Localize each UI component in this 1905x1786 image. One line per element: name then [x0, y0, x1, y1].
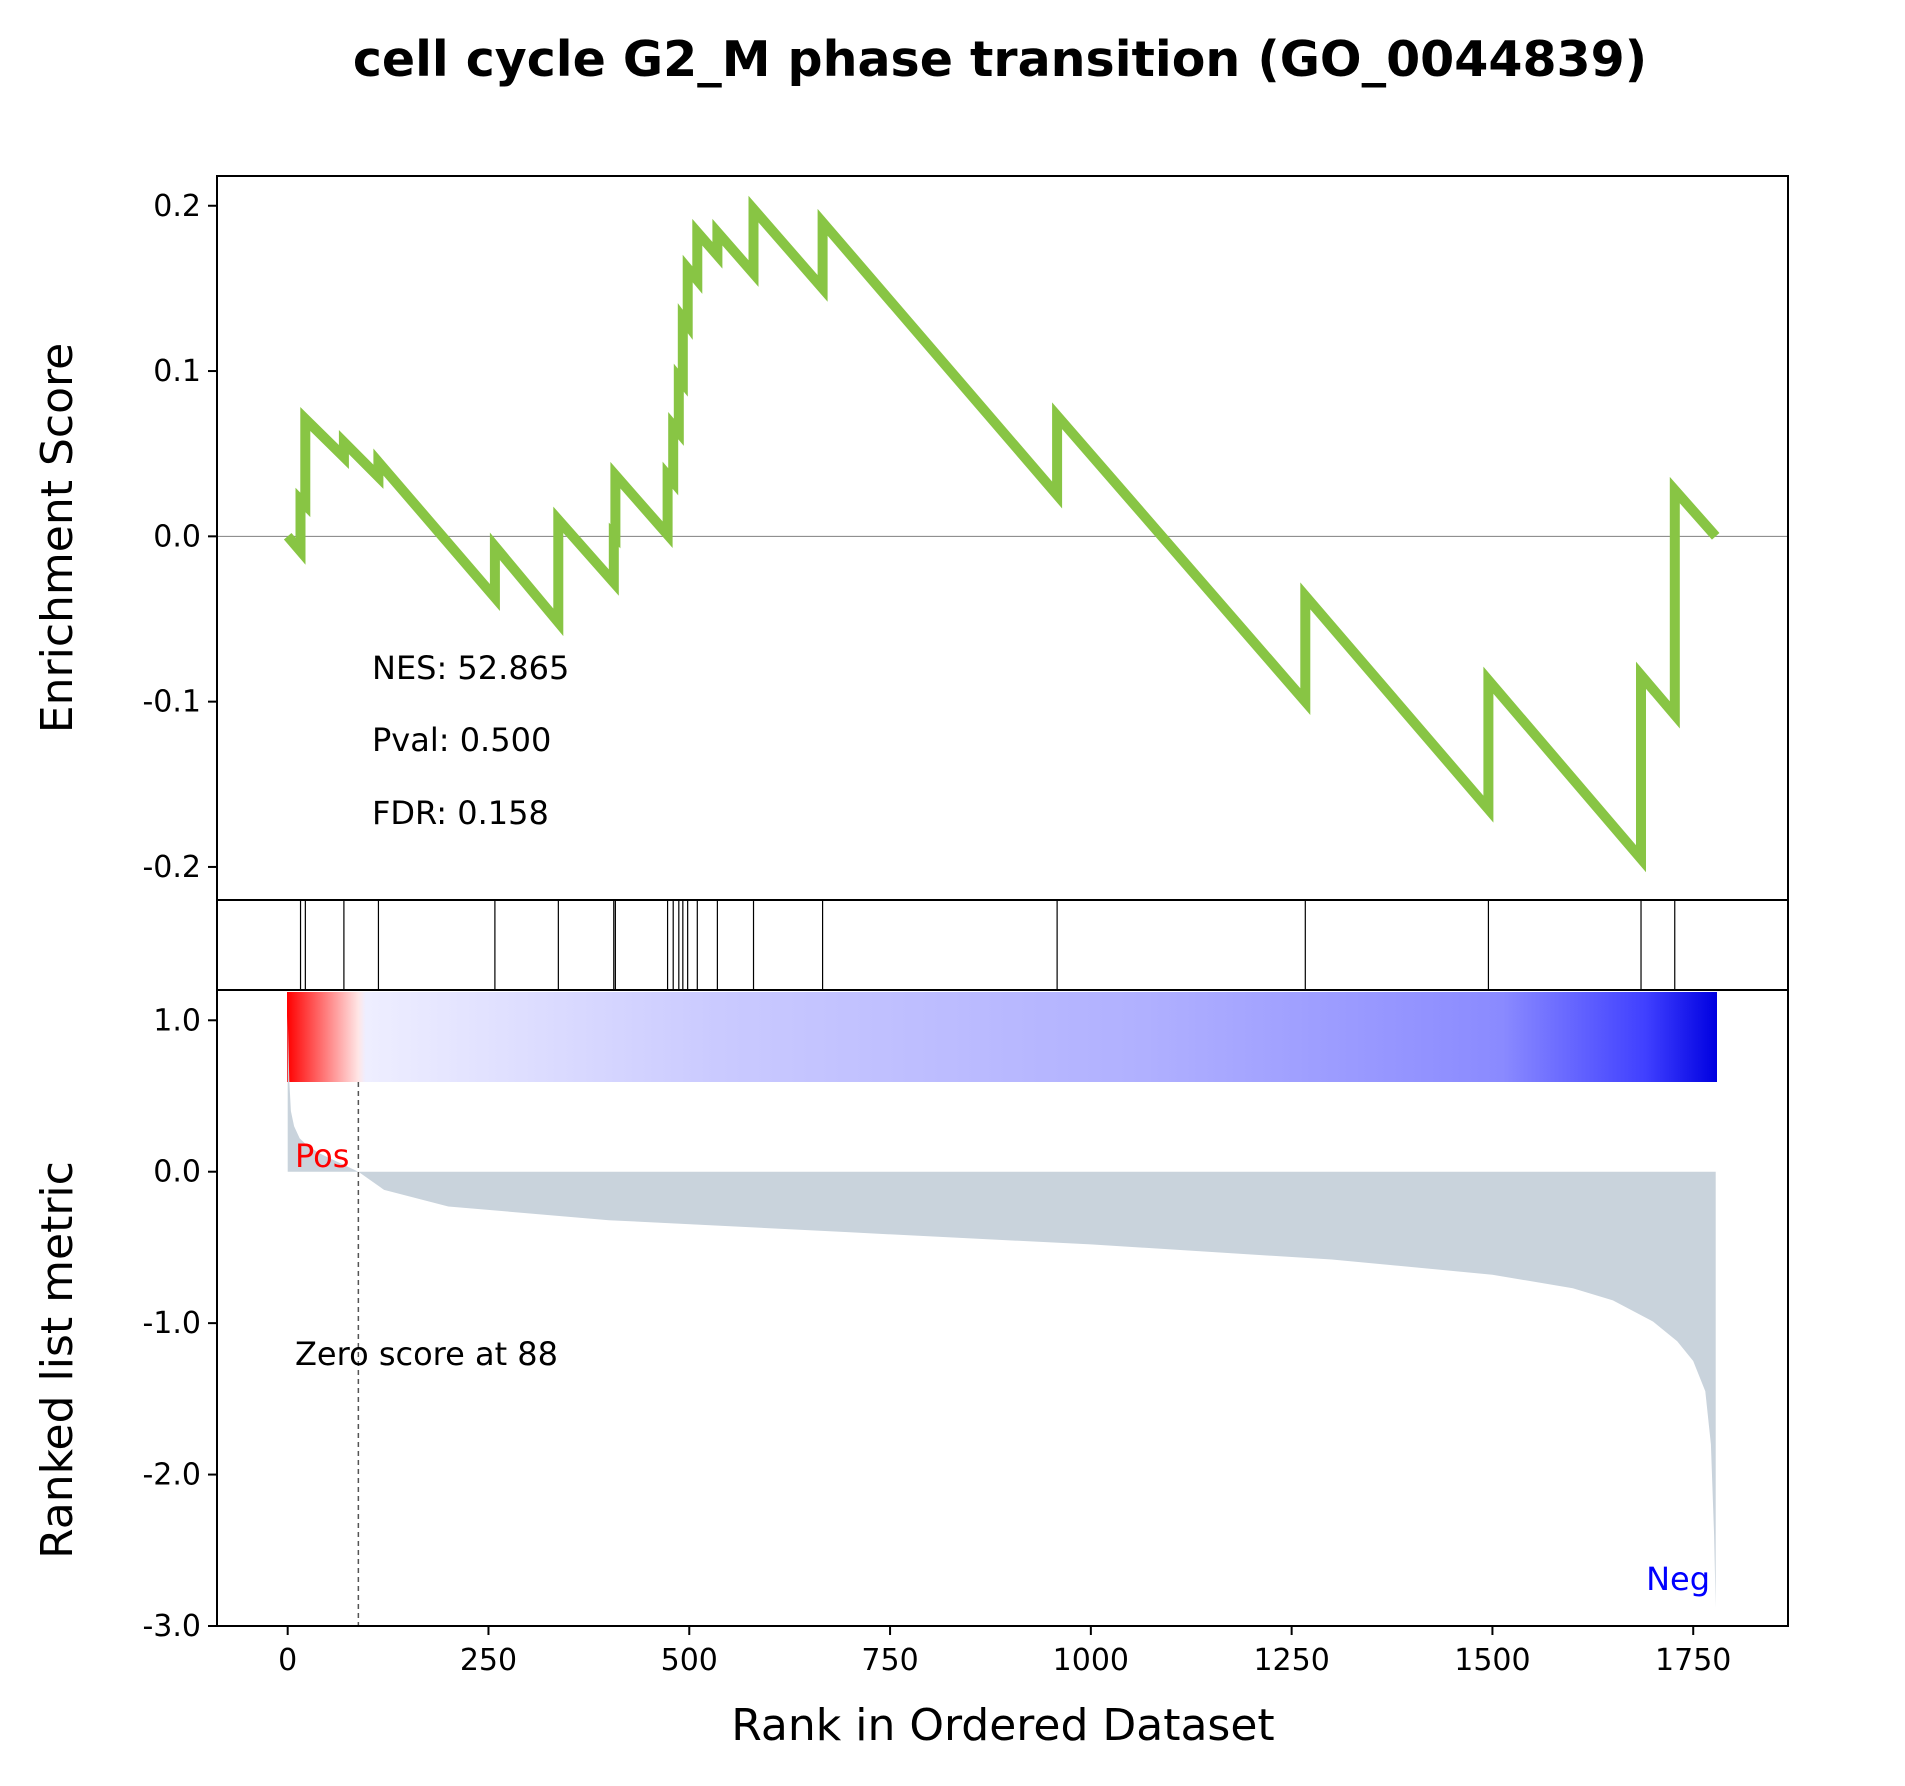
fdr-label: FDR: 0.158	[372, 794, 549, 832]
rank-y-tick-label: 0.0	[153, 1155, 201, 1190]
chart-title: cell cycle G2_M phase transition (GO_004…	[353, 31, 1647, 88]
rank-y-tick-label: -3.0	[142, 1609, 201, 1644]
hits-frame	[216, 899, 1789, 991]
es-y-tick-label: 0.2	[153, 189, 201, 224]
x-tick-label: 0	[278, 1643, 297, 1678]
nes-label: NES: 52.865	[372, 649, 569, 687]
rank-panel: Pos Neg Zero score at 88 -3.0 -2.0 -1.0 0.0…	[142, 989, 1789, 1678]
x-tick-label: 250	[460, 1643, 517, 1678]
pval-label: Pval: 0.500	[372, 721, 551, 759]
es-y-tick-label: -0.2	[142, 850, 201, 885]
ranked-metric-area	[287, 1015, 1716, 1608]
rank-y-axis-label: Ranked list metric	[32, 1161, 83, 1559]
rank-color-bar	[287, 992, 1717, 1082]
neg-label: Neg	[1646, 1560, 1710, 1598]
x-axis-label: Rank in Ordered Dataset	[731, 1700, 1274, 1751]
es-y-tick-label: 0.1	[153, 354, 201, 389]
x-ticks: 0 250 500 750 1000 1250 1500 1750	[278, 1626, 1731, 1678]
x-tick-label: 1250	[1253, 1643, 1329, 1678]
es-y-ticks: -0.2 -0.1 0.0 0.1 0.2	[142, 189, 217, 885]
es-y-tick-label: -0.1	[142, 685, 201, 720]
rank-frame	[216, 989, 1789, 1627]
es-running-line	[283, 195, 1720, 873]
rank-y-tick-label: 1.0	[153, 1003, 201, 1038]
zero-score-label: Zero score at 88	[295, 1335, 558, 1373]
es-panel: -0.2 -0.1 0.0 0.1 0.2 NES: 52.865 Pval: 0.50…	[142, 175, 1789, 901]
x-tick-label: 1500	[1454, 1643, 1530, 1678]
hit-markers	[299, 900, 1676, 990]
rank-y-tick-label: -2.0	[142, 1458, 201, 1493]
x-tick-label: 1000	[1053, 1643, 1129, 1678]
rank-y-tick-label: -1.0	[142, 1306, 201, 1341]
pos-label: Pos	[295, 1137, 349, 1175]
es-frame	[216, 175, 1789, 901]
rank-y-ticks: -3.0 -2.0 -1.0 0.0 1.0	[142, 1003, 217, 1644]
hits-panel	[216, 899, 1789, 991]
es-y-axis-label: Enrichment Score	[32, 343, 83, 733]
x-tick-label: 1750	[1655, 1643, 1731, 1678]
x-tick-label: 750	[861, 1643, 918, 1678]
x-tick-label: 500	[661, 1643, 718, 1678]
es-y-tick-label: 0.0	[153, 519, 201, 554]
